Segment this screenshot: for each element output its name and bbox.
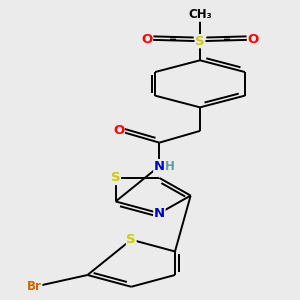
- Text: N: N: [154, 160, 165, 173]
- Text: =: =: [169, 33, 178, 43]
- Text: S: S: [195, 35, 205, 48]
- Text: O: O: [113, 124, 124, 137]
- Text: H: H: [164, 160, 174, 173]
- Text: Br: Br: [27, 280, 42, 293]
- Text: =: =: [223, 33, 231, 43]
- Text: O: O: [141, 33, 152, 46]
- Text: CH₃: CH₃: [188, 8, 212, 21]
- Text: N: N: [154, 207, 165, 220]
- Text: O: O: [248, 33, 259, 46]
- Text: S: S: [126, 233, 136, 246]
- Text: S: S: [111, 171, 120, 184]
